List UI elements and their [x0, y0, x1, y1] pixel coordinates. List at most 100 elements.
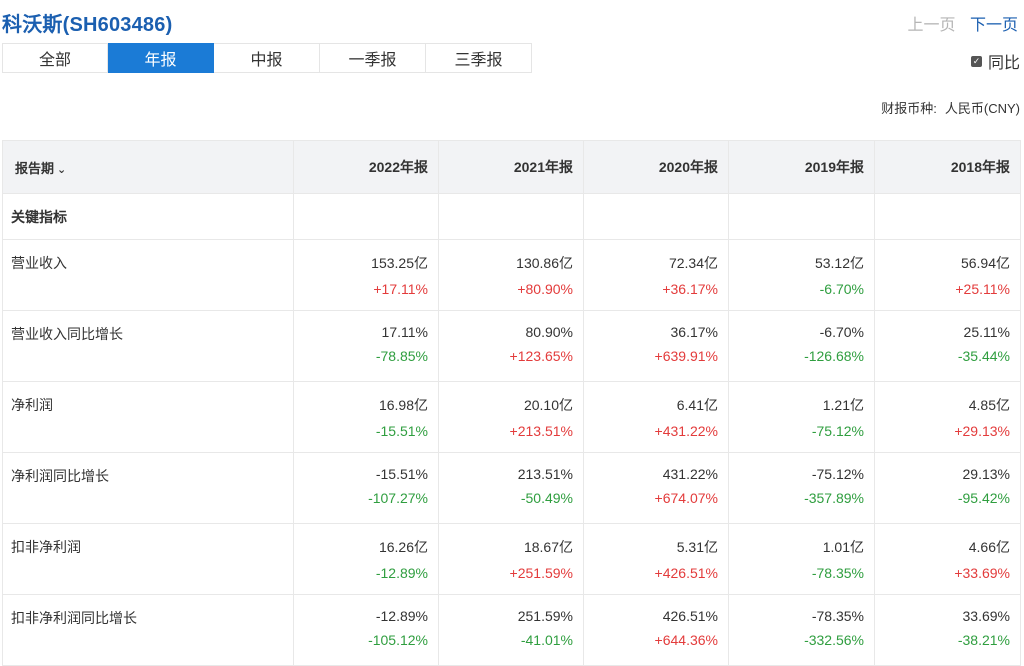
yoy-change: -75.12% — [811, 423, 864, 439]
metric-value: 4.85亿 — [968, 397, 1010, 413]
row-label: 净利润同比增长 — [11, 468, 109, 484]
yoy-change: -332.56% — [804, 632, 864, 648]
period-header: 2019年报 — [728, 140, 875, 194]
metric-value: 6.41亿 — [676, 397, 718, 413]
tab-3[interactable]: 一季报 — [320, 43, 426, 73]
metric-value: 80.90% — [525, 324, 573, 340]
metric-value: 1.01亿 — [822, 539, 864, 555]
yoy-change: -107.27% — [368, 490, 428, 506]
yoy-toggle[interactable]: ✓ 同比 — [970, 49, 1020, 73]
metric-value: 33.69% — [962, 608, 1010, 624]
section-empty-cell — [874, 193, 1021, 240]
tab-1[interactable]: 年报 — [108, 43, 214, 73]
value-cell: 4.66亿 +33.69% — [874, 523, 1021, 595]
period-header: 2022年报 — [293, 140, 439, 194]
section-empty-cell — [293, 193, 439, 240]
yoy-change: -50.49% — [520, 490, 573, 506]
row-label: 扣非净利润同比增长 — [11, 610, 137, 626]
section-title: 关键指标 — [2, 193, 294, 240]
metric-value: -12.89% — [375, 608, 428, 624]
metric-value: 53.12亿 — [814, 255, 864, 271]
value-cell: 72.34亿 +36.17% — [583, 239, 729, 311]
value-cell: 33.69% -38.21% — [874, 594, 1021, 666]
value-cell: 25.11% -35.44% — [874, 310, 1021, 382]
value-cell: 4.85亿 +29.13% — [874, 381, 1021, 453]
metric-value: 25.11% — [963, 324, 1010, 340]
row-label-cell: 扣非净利润同比增长 — [2, 594, 294, 666]
metric-value: 130.86亿 — [516, 255, 573, 271]
value-cell: -78.35% -332.56% — [728, 594, 875, 666]
currency-info: 财报币种: 人民币(CNY) — [881, 98, 1020, 117]
table-header-row: 报告期 ⌄ 2022年报 2021年报 2020年报 2019年报 2018年报 — [2, 140, 1021, 194]
value-cell: 53.12亿 -6.70% — [728, 239, 875, 311]
tab-2[interactable]: 中报 — [214, 43, 320, 73]
value-cell: 1.21亿 -75.12% — [728, 381, 875, 453]
currency-value: 人民币(CNY) — [944, 101, 1020, 116]
table-row: 净利润 16.98亿 -15.51% 20.10亿 +213.51% 6.41亿 +431.… — [2, 381, 1021, 453]
value-cell: 130.86亿 +80.90% — [438, 239, 584, 311]
yoy-change: +123.65% — [509, 348, 573, 364]
value-cell: -12.89% -105.12% — [293, 594, 439, 666]
metric-value: 36.17% — [670, 324, 718, 340]
row-label-cell: 扣非净利润 — [2, 523, 294, 595]
period-header: 2018年报 — [874, 140, 1021, 194]
value-cell: 426.51% +644.36% — [583, 594, 729, 666]
section-empty-cell — [583, 193, 729, 240]
row-label: 扣非净利润 — [11, 539, 81, 555]
report-period-label: 报告期 — [15, 160, 55, 176]
period-header: 2021年报 — [438, 140, 584, 194]
metric-value: 5.31亿 — [676, 539, 718, 555]
value-cell: 29.13% -95.42% — [874, 452, 1021, 524]
pager: 上一页 下一页 — [898, 11, 1018, 35]
row-label-cell: 净利润 — [2, 381, 294, 453]
row-label-cell: 营业收入同比增长 — [2, 310, 294, 382]
table-row: 扣非净利润 16.26亿 -12.89% 18.67亿 +251.59% 5.31亿 +42… — [2, 523, 1021, 595]
value-cell: 80.90% +123.65% — [438, 310, 584, 382]
metric-value: -6.70% — [819, 324, 864, 340]
checkbox-checked-icon[interactable]: ✓ — [970, 55, 982, 67]
metric-value: 153.25亿 — [371, 255, 428, 271]
value-cell: 431.22% +674.07% — [583, 452, 729, 524]
metric-value: 213.51% — [517, 466, 573, 482]
currency-label: 财报币种: — [881, 101, 937, 116]
yoy-change: -78.35% — [811, 565, 864, 581]
yoy-change: +639.91% — [654, 348, 718, 364]
value-cell: 17.11% -78.85% — [293, 310, 439, 382]
yoy-change: +251.59% — [509, 565, 573, 581]
value-cell: -75.12% -357.89% — [728, 452, 875, 524]
table-row: 扣非净利润同比增长 -12.89% -105.12% 251.59% -41.01% 42… — [2, 594, 1021, 666]
yoy-change: +17.11% — [373, 281, 428, 297]
report-type-tabs: 全部 年报 中报 一季报 三季报 — [2, 43, 532, 73]
yoy-change: -357.89% — [804, 490, 864, 506]
table-row: 营业收入同比增长 17.11% -78.85% 80.90% +123.65% 36.17… — [2, 310, 1021, 382]
metric-value: 72.34亿 — [668, 255, 718, 271]
tab-4[interactable]: 三季报 — [426, 43, 532, 73]
yoy-change: -105.12% — [368, 632, 428, 648]
value-cell: 153.25亿 +17.11% — [293, 239, 439, 311]
prev-page-link[interactable]: 上一页 — [907, 17, 956, 34]
next-page-link[interactable]: 下一页 — [969, 17, 1018, 34]
value-cell: 213.51% -50.49% — [438, 452, 584, 524]
value-cell: 20.10亿 +213.51% — [438, 381, 584, 453]
table-row: 净利润同比增长 -15.51% -107.27% 213.51% -50.49% 431.… — [2, 452, 1021, 524]
yoy-change: +25.11% — [955, 281, 1010, 297]
yoy-change: +431.22% — [654, 423, 718, 439]
metric-value: 1.21亿 — [822, 397, 864, 413]
period-header: 2020年报 — [583, 140, 729, 194]
yoy-label: 同比 — [987, 55, 1020, 72]
yoy-change: +426.51% — [654, 565, 718, 581]
value-cell: 16.98亿 -15.51% — [293, 381, 439, 453]
value-cell: 36.17% +639.91% — [583, 310, 729, 382]
metric-value: 16.98亿 — [378, 397, 428, 413]
financial-table: 报告期 ⌄ 2022年报 2021年报 2020年报 2019年报 2018年报 关键指标… — [2, 140, 1021, 666]
tab-0[interactable]: 全部 — [2, 43, 108, 73]
metric-value: -15.51% — [375, 466, 428, 482]
yoy-change: -6.70% — [819, 281, 864, 297]
stock-title: 科沃斯(SH603486) — [2, 14, 173, 36]
table-row: 营业收入 153.25亿 +17.11% 130.86亿 +80.90% 72.34亿 +3… — [2, 239, 1021, 311]
yoy-change: -35.44% — [957, 348, 1010, 364]
yoy-change: +29.13% — [954, 423, 1010, 439]
report-period-header[interactable]: 报告期 ⌄ — [2, 140, 294, 194]
value-cell: 6.41亿 +431.22% — [583, 381, 729, 453]
value-cell: 251.59% -41.01% — [438, 594, 584, 666]
